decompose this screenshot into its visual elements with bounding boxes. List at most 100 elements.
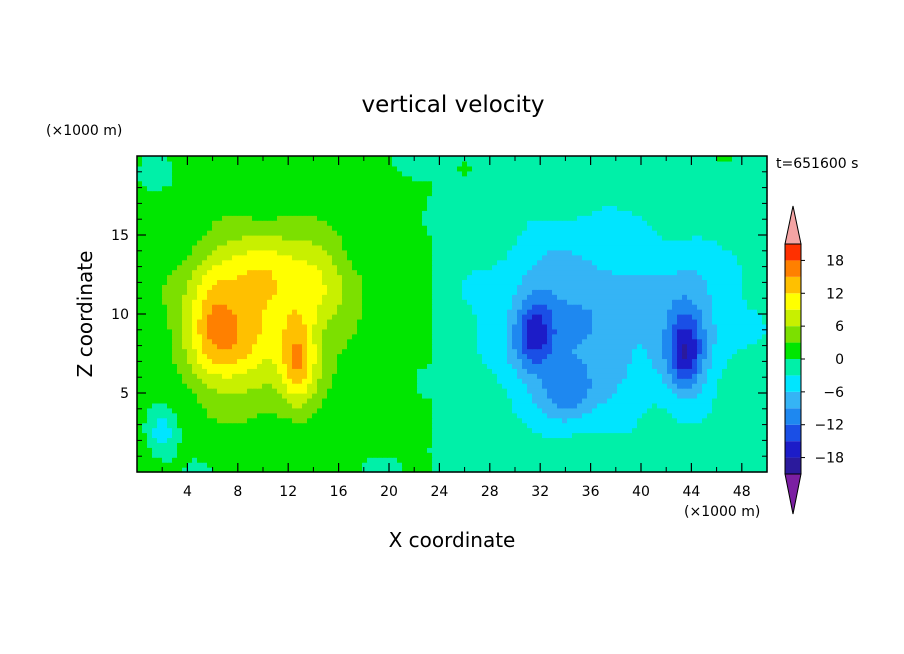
field-cell: [272, 412, 278, 419]
field-cell: [212, 393, 218, 399]
field-cell: [262, 338, 268, 345]
field-cell: [467, 353, 473, 360]
field-cell: [187, 318, 193, 325]
field-cell: [372, 348, 378, 355]
field-cell: [247, 323, 253, 330]
field-cell: [352, 363, 358, 369]
field-cell: [167, 422, 173, 429]
field-cell: [752, 294, 758, 300]
field-cell: [442, 388, 448, 394]
field-cell: [557, 388, 563, 394]
field-cell: [302, 299, 308, 305]
field-cell: [662, 309, 668, 315]
field-cell: [207, 422, 213, 429]
field-cell: [337, 417, 343, 424]
field-cell: [477, 294, 483, 300]
field-cell: [682, 447, 688, 453]
field-cell: [522, 289, 528, 295]
field-cell: [447, 294, 453, 300]
field-cell: [297, 467, 303, 473]
field-cell: [422, 417, 428, 424]
field-cell: [617, 407, 623, 414]
field-cell: [702, 402, 708, 409]
field-cell: [632, 353, 638, 360]
field-cell: [157, 383, 163, 389]
field-cell: [172, 363, 178, 369]
field-cell: [322, 373, 328, 379]
field-cell: [172, 299, 178, 305]
field-cell: [742, 333, 748, 340]
field-cell: [517, 397, 523, 404]
field-cell: [137, 274, 143, 281]
field-cell: [472, 274, 478, 281]
field-cell: [597, 284, 603, 290]
field-cell: [617, 333, 623, 340]
field-cell: [222, 328, 228, 335]
field-cell: [492, 378, 498, 384]
field-cell: [472, 294, 478, 300]
field-cell: [252, 407, 258, 414]
field-cell: [307, 314, 313, 320]
field-cell: [217, 407, 223, 414]
field-cell: [702, 427, 708, 434]
field-cell: [752, 309, 758, 315]
field-cell: [622, 314, 628, 320]
field-cell: [187, 393, 193, 399]
field-cell: [567, 467, 573, 473]
field-cell: [702, 318, 708, 325]
field-cell: [497, 323, 503, 330]
field-cell: [472, 314, 478, 320]
field-cell: [762, 388, 768, 394]
field-cell: [402, 358, 408, 364]
field-cell: [457, 397, 463, 404]
field-cell: [557, 383, 563, 389]
field-cell: [342, 407, 348, 414]
field-cell: [207, 333, 213, 340]
field-cell: [142, 442, 148, 448]
field-cell: [737, 279, 743, 285]
field-cell: [467, 358, 473, 364]
field-cell: [257, 294, 263, 300]
field-cell: [572, 314, 578, 320]
field-cell: [567, 343, 573, 350]
field-cell: [682, 467, 688, 473]
field-cell: [327, 279, 333, 285]
field-cell: [177, 289, 183, 295]
field-cell: [597, 343, 603, 350]
field-cell: [217, 447, 223, 453]
field-cell: [337, 427, 343, 434]
field-cell: [412, 462, 418, 468]
field-cell: [392, 279, 398, 285]
field-cell: [412, 348, 418, 355]
field-cell: [447, 417, 453, 424]
field-cell: [377, 289, 383, 295]
field-cell: [737, 452, 743, 458]
field-cell: [407, 333, 413, 340]
field-cell: [612, 452, 618, 458]
field-cell: [697, 442, 703, 448]
field-cell: [547, 427, 553, 434]
field-cell: [277, 402, 283, 409]
field-cell: [407, 343, 413, 350]
field-cell: [307, 437, 313, 443]
field-cell: [327, 402, 333, 409]
field-cell: [382, 323, 388, 330]
field-cell: [152, 412, 158, 419]
field-cell: [187, 402, 193, 409]
field-cell: [272, 314, 278, 320]
field-cell: [167, 393, 173, 399]
field-cell: [512, 373, 518, 379]
field-cell: [732, 284, 738, 290]
field-cell: [572, 289, 578, 295]
field-cell: [487, 328, 493, 335]
field-cell: [642, 279, 648, 285]
field-cell: [287, 318, 293, 325]
field-cell: [232, 309, 238, 315]
field-cell: [617, 328, 623, 335]
field-cell: [637, 393, 643, 399]
field-cell: [742, 323, 748, 330]
field-cell: [547, 447, 553, 453]
field-cell: [327, 373, 333, 379]
field-cell: [197, 378, 203, 384]
field-cell: [582, 348, 588, 355]
